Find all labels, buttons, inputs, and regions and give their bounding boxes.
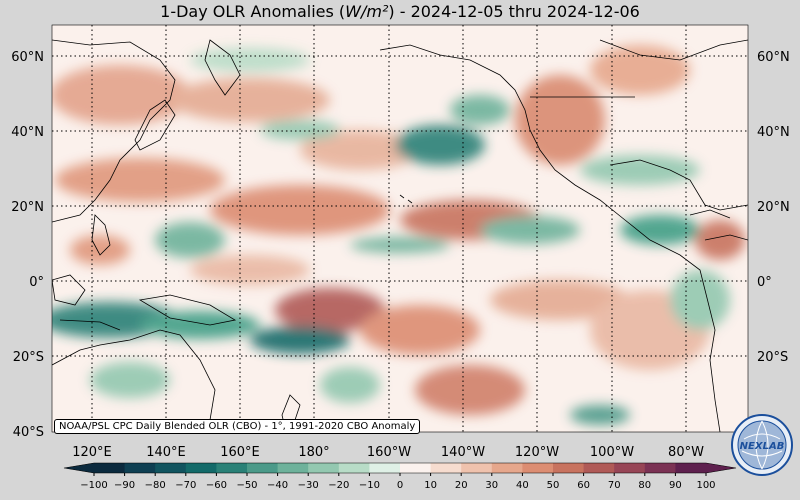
colorbar-tick-label: −70	[175, 480, 196, 491]
lat-label: 60°N	[757, 50, 790, 65]
colorbar-swatch	[124, 463, 156, 473]
lon-labels: 120°E 140°E 160°E 180° 160°W 140°W 120°W…	[72, 445, 704, 460]
colorbar-tick-label: 0	[397, 480, 403, 491]
colorbar-swatch	[644, 463, 676, 473]
colorbar-tick-label: 80	[638, 480, 651, 491]
colorbar-tick-label: 90	[669, 480, 682, 491]
colorbar-swatch	[185, 463, 217, 473]
colorbar-swatch	[614, 463, 646, 473]
lon-label: 140°E	[146, 445, 186, 460]
lon-label: 140°W	[441, 445, 485, 460]
colorbar-swatch	[338, 463, 370, 473]
colorbar-tick-label: −10	[359, 480, 380, 491]
colorbar-swatch	[461, 463, 493, 473]
colorbar-tick-label: 50	[547, 480, 560, 491]
graticule	[52, 25, 748, 432]
colorbar-tick-label: 40	[516, 480, 529, 491]
colorbar-swatch	[675, 463, 707, 473]
lat-label: 20°N	[11, 200, 44, 215]
colorbar-swatch	[583, 463, 615, 473]
coastlines	[52, 39, 748, 432]
colorbar-swatch	[522, 463, 554, 473]
colorbar-swatch	[400, 463, 432, 473]
lon-label: 80°W	[668, 445, 704, 460]
globe-logo-icon: NEXLAB	[731, 414, 793, 476]
colorbar-swatch	[155, 463, 187, 473]
colorbar-tick-label: 10	[424, 480, 437, 491]
colorbar-swatch	[553, 463, 585, 473]
colorbar-tick-label: −80	[145, 480, 166, 491]
colorbar: −100 −90 −80 −70 −60 −50 −40 −30 −20 −10 0 10 20 30 40…	[63, 462, 737, 491]
lat-label: 20°S	[757, 350, 788, 365]
colorbar-swatch	[216, 463, 248, 473]
colorbar-swatch	[491, 463, 523, 473]
colorbar-swatch	[430, 463, 462, 473]
colorbar-extend-min	[64, 463, 94, 473]
colorbar-tick-label: −30	[298, 480, 319, 491]
olr-anomaly-field	[52, 25, 748, 432]
lon-label: 120°E	[72, 445, 112, 460]
lat-label: 40°N	[11, 125, 44, 140]
colorbar-swatch	[94, 463, 126, 473]
colorbar-tick-label: 60	[577, 480, 590, 491]
lat-labels-left: 60°N 40°N 20°N 0° 20°S 40°S	[11, 50, 44, 440]
lat-labels-right: 60°N 40°N 20°N 0° 20°S	[757, 50, 790, 365]
lon-label: 180°	[298, 445, 329, 460]
lon-label: 120°W	[515, 445, 559, 460]
colorbar-tick-label: −90	[114, 480, 135, 491]
lon-label: 100°W	[590, 445, 634, 460]
colorbar-tick-label: −50	[236, 480, 257, 491]
colorbar-tick-label: −100	[80, 480, 107, 491]
colorbar-swatch	[369, 463, 401, 473]
colorbar-extend-max	[706, 463, 736, 473]
lat-label: 20°S	[13, 350, 44, 365]
colorbar-tick-label: −60	[206, 480, 227, 491]
colorbar-swatch	[277, 463, 309, 473]
colorbar-swatch	[308, 463, 340, 473]
colorbar-tick-label: −20	[328, 480, 349, 491]
lat-label: 40°N	[757, 125, 790, 140]
lat-label: 20°N	[757, 200, 790, 215]
map-title: 1-Day OLR Anomalies (W/m²) - 2024-12-05 …	[160, 2, 640, 21]
lat-label: 60°N	[11, 50, 44, 65]
lat-label: 0°	[757, 275, 772, 290]
lon-label: 160°E	[220, 445, 260, 460]
colorbar-tick-label: 30	[485, 480, 498, 491]
colorbar-tick-label: 70	[608, 480, 621, 491]
data-source-credit: NOAA/PSL CPC Daily Blended OLR (CBO) - 1…	[54, 419, 421, 434]
colorbar-tick-label: 20	[455, 480, 468, 491]
lon-label: 160°W	[367, 445, 411, 460]
lat-label: 0°	[29, 275, 44, 290]
colorbar-swatch	[247, 463, 279, 473]
colorbar-tick-label: 100	[696, 480, 715, 491]
colorbar-tick-label: −40	[267, 480, 288, 491]
logo-text: NEXLAB	[740, 441, 785, 452]
lat-label: 40°S	[13, 425, 44, 440]
